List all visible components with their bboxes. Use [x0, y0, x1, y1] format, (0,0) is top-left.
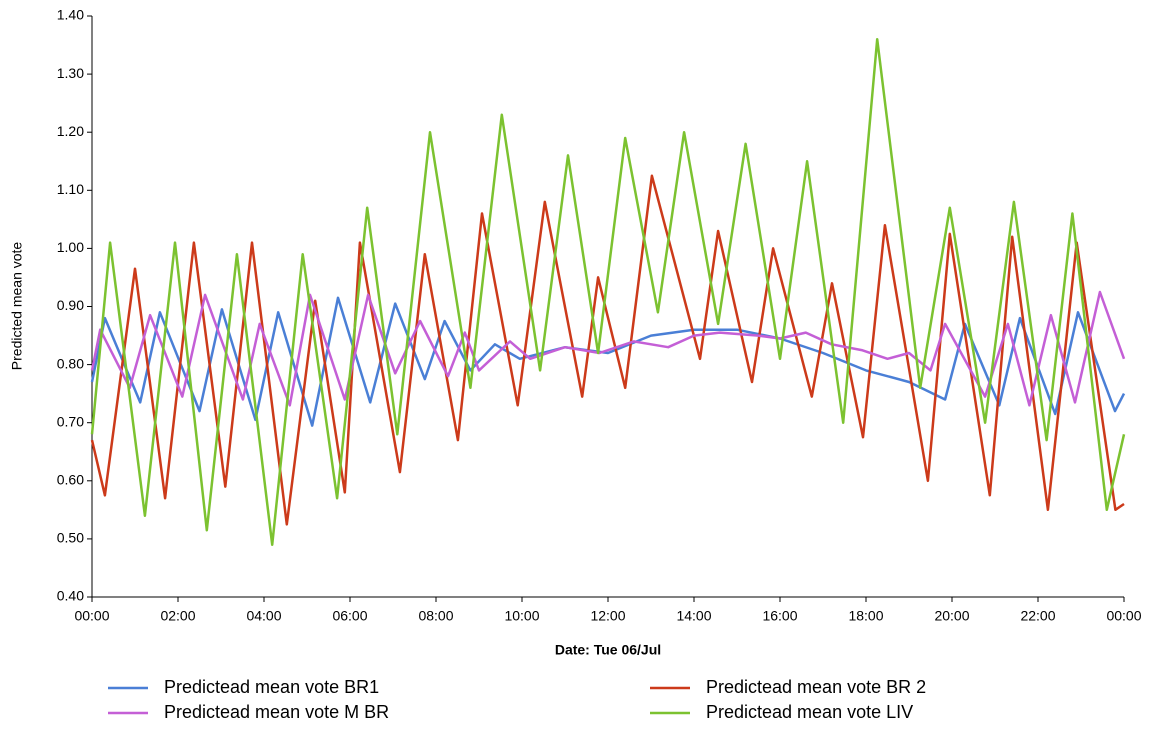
- legend-label: Predictead mean vote BR 2: [706, 677, 926, 697]
- legend-label: Predictead mean vote BR1: [164, 677, 379, 697]
- y-tick-label: 1.20: [57, 123, 84, 139]
- y-tick-label: 0.80: [57, 355, 84, 371]
- x-tick-label: 22:00: [1020, 608, 1055, 624]
- x-tick-label: 20:00: [934, 608, 969, 624]
- y-tick-label: 1.10: [57, 181, 84, 197]
- y-tick-label: 0.90: [57, 297, 84, 313]
- series-line: [90, 37, 1126, 546]
- legend-label: Predictead mean vote M BR: [164, 702, 389, 722]
- x-axis-label: Date: Tue 06/Jul: [555, 642, 661, 658]
- y-tick-label: 1.30: [57, 65, 84, 81]
- x-tick-label: 00:00: [1106, 608, 1141, 624]
- y-tick-label: 1.00: [57, 239, 84, 255]
- y-tick-label: 0.60: [57, 472, 84, 488]
- x-tick-label: 16:00: [762, 608, 797, 624]
- series-line: [90, 174, 1125, 526]
- y-tick-label: 0.70: [57, 413, 84, 429]
- series-line: [90, 290, 1126, 407]
- legend-label: Predictead mean vote LIV: [706, 702, 913, 722]
- x-tick-label: 10:00: [504, 608, 539, 624]
- y-tick-label: 1.40: [57, 7, 84, 23]
- x-tick-label: 02:00: [160, 608, 195, 624]
- y-axis-label: Predicted mean vote: [9, 242, 25, 371]
- x-tick-label: 18:00: [848, 608, 883, 624]
- x-tick-label: 04:00: [246, 608, 281, 624]
- x-tick-label: 08:00: [418, 608, 453, 624]
- x-tick-label: 12:00: [590, 608, 625, 624]
- y-tick-label: 0.40: [57, 588, 84, 604]
- x-tick-label: 06:00: [332, 608, 367, 624]
- x-tick-label: 00:00: [74, 608, 109, 624]
- x-tick-label: 14:00: [676, 608, 711, 624]
- y-tick-label: 0.50: [57, 530, 84, 546]
